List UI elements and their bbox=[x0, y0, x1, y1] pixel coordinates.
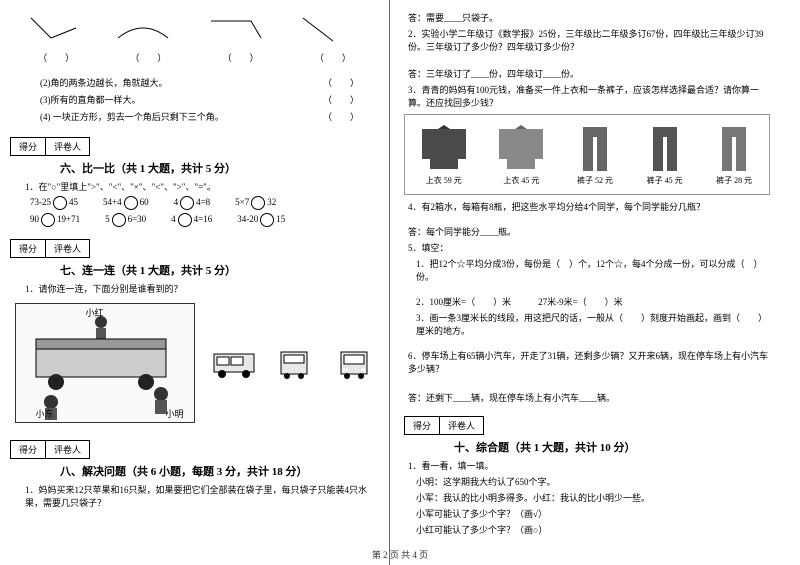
score-box-6: 得分 评卷人 bbox=[10, 137, 379, 156]
score-box-7: 得分 评卷人 bbox=[10, 239, 379, 258]
clothes-row: 上衣 59 元 上衣 45 元 裤子 52 元 裤子 45 元 裤子 28 元 bbox=[404, 114, 770, 195]
cloth-5: 裤子 28 元 bbox=[714, 123, 754, 186]
q-5: 5．填空： bbox=[404, 241, 770, 254]
q-5-1: 1．把12个☆平均分成3份，每份是（ ）个，12个☆，每4个分成一份，可以分成（… bbox=[404, 257, 770, 283]
q-6: 6．停车场上有65辆小汽车，开走了31辆，还剩多少辆？又开来6辆，现在停车场上有… bbox=[404, 349, 770, 375]
sec6-q: 1．在"○"里填上">"、"<"、"×"、"<"、">"、"="。 bbox=[10, 180, 379, 193]
q-5-2: 2．100厘米=（ ）米 27米-9米=（ ）米 bbox=[404, 295, 770, 308]
label-left: 小东 bbox=[36, 407, 54, 420]
van-back bbox=[269, 346, 319, 381]
eq-6: 56=30 bbox=[105, 213, 146, 227]
paren-3: （ ） bbox=[223, 51, 259, 64]
eq-4: 5×732 bbox=[235, 196, 276, 210]
cloth-4: 裤子 45 元 bbox=[645, 123, 685, 186]
eq-7: 44=16 bbox=[171, 213, 212, 227]
left-column: （ ） （ ） （ ） （ ） (2)角的两条边越长，角就越大。（ ） (3)所… bbox=[0, 0, 390, 565]
shape-2 bbox=[113, 13, 183, 43]
q-2: 2．实验小学二年级订《数学报》25份，三年级比二年级多订67份，四年级比三年级少… bbox=[404, 27, 770, 53]
sec8-q: 1．妈妈买来12只苹果和16只梨，如果要把它们全部装在袋子里，每只袋子只能装4只… bbox=[10, 483, 379, 509]
paren-2: （ ） bbox=[130, 51, 166, 64]
q-4: 4．有2箱水，每箱有8瓶，把这些水平均分给4个同学，每个同学能分几瓶？ bbox=[404, 200, 770, 213]
paren-1: （ ） bbox=[38, 51, 74, 64]
section-7-title: 七、连一连（共 1 大题，共计 5 分） bbox=[60, 262, 379, 278]
grader-label: 评卷人 bbox=[46, 137, 90, 156]
math-row-1: 73-2545 54+460 44=8 5×732 bbox=[10, 196, 379, 210]
eq-1: 73-2545 bbox=[30, 196, 78, 210]
score-box-8: 得分 评卷人 bbox=[10, 440, 379, 459]
right-column: 答：需要____只袋子。 2．实验小学二年级订《数学报》25份，三年级比二年级多… bbox=[390, 0, 780, 565]
ans-2: 答：三年级订了____份，四年级订____份。 bbox=[404, 67, 770, 80]
section-8-title: 八、解决问题（共 6 小题，每题 3 分，共计 18 分） bbox=[60, 463, 379, 479]
ans-6: 答：还剩下____辆，现在停车场上有小汽车____辆。 bbox=[404, 391, 770, 404]
shape-3 bbox=[206, 13, 276, 43]
stmt-3: (3)所有的直角都一样大。（ ） bbox=[10, 91, 379, 108]
van-side bbox=[209, 346, 259, 381]
shape-row bbox=[10, 13, 379, 43]
q-10-3: 小军可能认了多少个字？（画√） bbox=[404, 507, 770, 520]
paren-4: （ ） bbox=[315, 51, 351, 64]
math-row-2: 9019+71 56=30 44=16 34-2015 bbox=[10, 213, 379, 227]
eq-5: 9019+71 bbox=[30, 213, 80, 227]
score-box-10: 得分 评卷人 bbox=[404, 416, 770, 435]
ans-1: 答：需要____只袋子。 bbox=[404, 11, 770, 24]
page-footer: 第 2 页 共 4 页 bbox=[0, 548, 800, 561]
cloth-3: 裤子 52 元 bbox=[575, 123, 615, 186]
q-10-1: 小明：这学期我大约认了650个字。 bbox=[404, 475, 770, 488]
cloth-2: 上衣 45 元 bbox=[497, 123, 545, 186]
q-10-4: 小红可能认了多少个字？（画○） bbox=[404, 523, 770, 536]
score-label: 得分 bbox=[10, 137, 46, 156]
ans-4: 答：每个同学能分____瓶。 bbox=[404, 225, 770, 238]
shape-4 bbox=[298, 13, 368, 43]
eq-2: 54+460 bbox=[103, 196, 149, 210]
sec7-q: 1．请你连一连，下面分别是谁看到的？ bbox=[10, 282, 379, 295]
q-10: 1．看一看，填一填。 bbox=[404, 459, 770, 472]
scene-image: 小红 小东 小明 bbox=[15, 303, 195, 423]
label-right: 小明 bbox=[165, 407, 183, 420]
shape-1 bbox=[21, 13, 91, 43]
section-10-title: 十、综合题（共 1 大题，共计 10 分） bbox=[454, 439, 770, 455]
stmt-2: (2)角的两条边越长，角就越大。（ ） bbox=[10, 74, 379, 91]
stmt-4: (4) 一块正方形，剪去一个角后只剩下三个角。（ ） bbox=[10, 108, 379, 125]
q-5-3: 3．画一条3厘米长的线段，用这把尺的话，一般从（ ）刻度开始画起，画到（ ）厘米… bbox=[404, 311, 770, 337]
section-6-title: 六、比一比（共 1 大题，共计 5 分） bbox=[60, 160, 379, 176]
van-front bbox=[329, 346, 379, 381]
eq-8: 34-2015 bbox=[237, 213, 285, 227]
q-10-2: 小军：我认的比小明多得多。小红：我认的比小明少一些。 bbox=[404, 491, 770, 504]
van-options bbox=[209, 346, 379, 381]
q-3: 3．青青的妈妈有100元钱，准备买一件上衣和一条裤子，应该怎样选择最合适？请你算… bbox=[404, 83, 770, 109]
eq-3: 44=8 bbox=[174, 196, 211, 210]
paren-row: （ ） （ ） （ ） （ ） bbox=[10, 51, 379, 64]
cloth-1: 上衣 59 元 bbox=[420, 123, 468, 186]
